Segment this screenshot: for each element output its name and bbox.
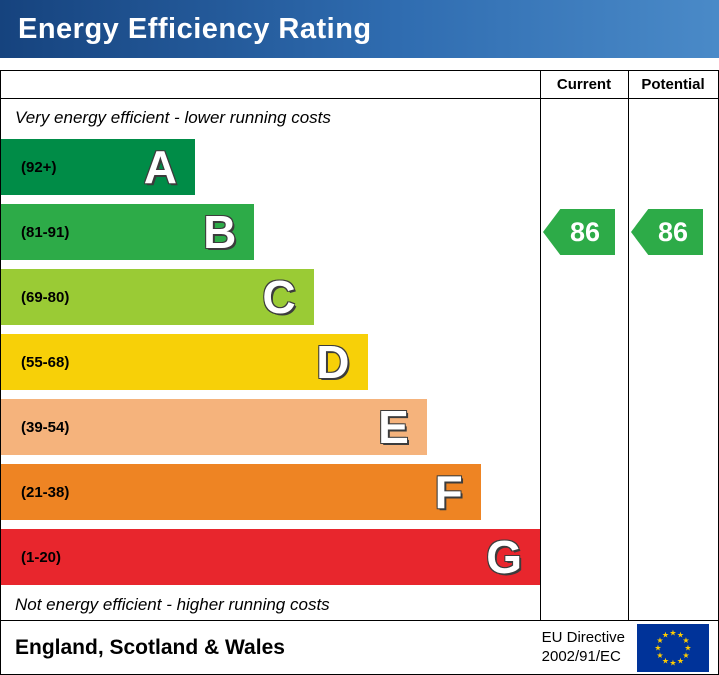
- potential-rating-value: 86: [657, 216, 689, 247]
- eu-star-icon: ★: [669, 658, 676, 667]
- eu-star-icon: ★: [656, 636, 663, 645]
- rating-bands: (92+) A (81-91) B (69-80) C (55-68) D (3…: [1, 133, 540, 585]
- chart-footer: England, Scotland & Wales EU Directive 2…: [1, 620, 718, 674]
- eu-directive-line1: EU Directive: [541, 628, 625, 646]
- eu-directive-label: EU Directive 2002/91/EC: [542, 629, 625, 667]
- band-letter: G: [486, 531, 522, 583]
- potential-column-divider: [628, 71, 629, 620]
- potential-column-header: Potential: [641, 76, 705, 93]
- band-letter: E: [378, 401, 409, 453]
- eu-star-icon: ★: [662, 656, 669, 665]
- column-header-row: Current Potential: [1, 71, 718, 99]
- band-row-d: (55-68) D: [1, 334, 368, 390]
- eu-star-icon: ★: [654, 643, 661, 652]
- eu-star-icon: ★: [677, 630, 684, 639]
- band-letter: B: [203, 206, 237, 258]
- potential-rating-pointer: 86: [631, 209, 703, 255]
- title-bar: Energy Efficiency Rating: [0, 0, 719, 58]
- current-rating-pointer: 86: [543, 209, 615, 255]
- band-row-c: (69-80) C: [1, 269, 314, 325]
- eu-star-icon: ★: [656, 651, 663, 660]
- eu-star-icon: ★: [669, 628, 676, 637]
- current-column-divider: [540, 71, 541, 620]
- band-range-label: (39-54): [21, 418, 70, 436]
- region-label: England, Scotland & Wales: [15, 635, 285, 659]
- current-column-header: Current: [556, 76, 612, 93]
- top-note: Very energy efficient - lower running co…: [15, 108, 331, 127]
- bottom-note: Not energy efficient - higher running co…: [15, 595, 330, 614]
- eu-directive-line2: 2002/91/EC: [541, 647, 621, 665]
- eu-flag-field: [637, 623, 709, 672]
- band-range-label: (92+): [21, 158, 57, 176]
- band-range-label: (55-68): [21, 353, 70, 371]
- band-range-label: (69-80): [21, 288, 70, 306]
- current-rating-value: 86: [569, 216, 601, 247]
- band-row-f: (21-38) F: [1, 464, 481, 520]
- epc-chart: Current Potential Very energy efficient …: [0, 70, 719, 675]
- band-letter: D: [316, 336, 350, 388]
- band-range-label: (81-91): [21, 223, 70, 241]
- band-row-a: (92+) A: [1, 139, 196, 195]
- band-row-g: (1-20) G: [1, 529, 540, 585]
- eu-star-icon: ★: [684, 643, 691, 652]
- eu-star-icon: ★: [682, 636, 689, 645]
- band-letter: F: [434, 466, 463, 518]
- band-row-e: (39-54) E: [1, 399, 427, 455]
- band-range-label: (1-20): [21, 548, 62, 566]
- band-letter: A: [143, 141, 178, 193]
- band-range-label: (21-38): [21, 483, 70, 501]
- eu-flag-icon: ★ ★ ★ ★ ★ ★ ★ ★ ★ ★ ★ ★: [637, 623, 709, 672]
- page-title: Energy Efficiency Rating: [18, 12, 372, 45]
- eu-star-icon: ★: [677, 656, 684, 665]
- band-row-b: (81-91) B: [1, 204, 255, 260]
- eu-star-icon: ★: [662, 630, 669, 639]
- eu-star-icon: ★: [682, 651, 689, 660]
- epc-chart-area: Current Potential Very energy efficient …: [1, 71, 718, 620]
- band-letter: C: [262, 271, 296, 323]
